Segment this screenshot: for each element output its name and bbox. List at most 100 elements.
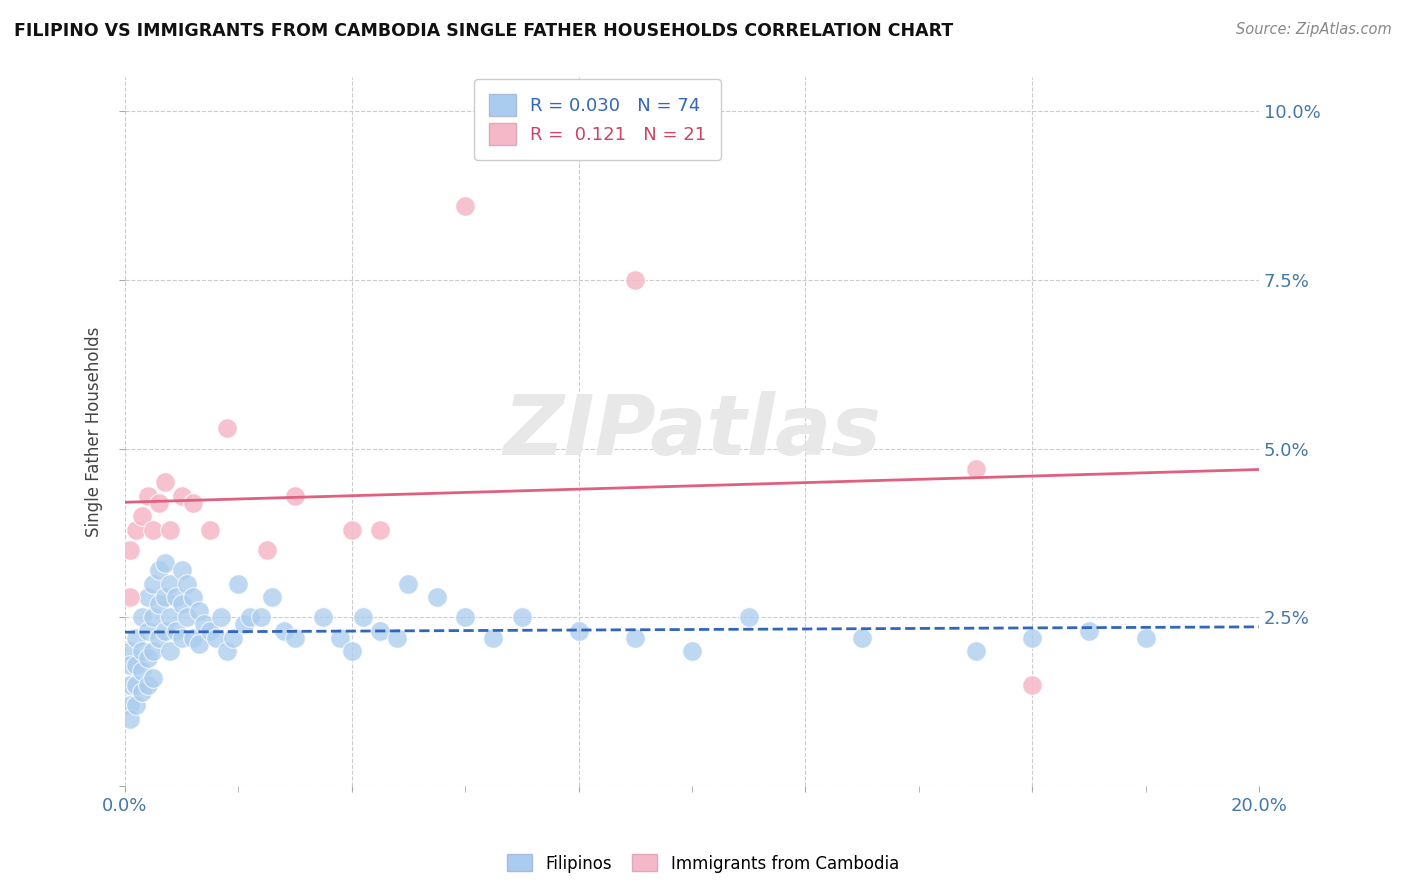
Point [221, 631, 243, 645]
Point [142, 644, 165, 658]
Point [165, 590, 187, 604]
Point [120, 698, 142, 713]
Point [232, 617, 254, 632]
Point [176, 610, 198, 624]
Point [193, 617, 215, 632]
Point [165, 624, 187, 638]
Point [567, 624, 589, 638]
Point [284, 489, 307, 503]
Point [170, 489, 193, 503]
Point [198, 523, 221, 537]
Point [1021, 631, 1043, 645]
Point [120, 542, 142, 557]
Point [120, 590, 142, 604]
Point [624, 273, 647, 287]
Point [340, 644, 363, 658]
Point [737, 610, 759, 624]
Point [142, 610, 165, 624]
Point [153, 557, 176, 571]
Point [170, 563, 193, 577]
Point [176, 576, 198, 591]
Text: FILIPINO VS IMMIGRANTS FROM CAMBODIA SINGLE FATHER HOUSEHOLDS CORRELATION CHART: FILIPINO VS IMMIGRANTS FROM CAMBODIA SIN… [14, 22, 953, 40]
Text: Source: ZipAtlas.com: Source: ZipAtlas.com [1236, 22, 1392, 37]
Point [1078, 624, 1101, 638]
Point [159, 576, 181, 591]
Point [125, 698, 148, 713]
Point [1135, 631, 1157, 645]
Point [368, 523, 391, 537]
Point [1021, 678, 1043, 692]
Point [851, 631, 873, 645]
Point [454, 199, 477, 213]
Point [482, 631, 505, 645]
Legend: Filipinos, Immigrants from Cambodia: Filipinos, Immigrants from Cambodia [501, 847, 905, 880]
Point [170, 597, 193, 611]
Point [131, 610, 153, 624]
Point [131, 644, 153, 658]
Point [187, 604, 209, 618]
Point [148, 563, 170, 577]
Point [170, 631, 193, 645]
Point [142, 523, 165, 537]
Point [153, 590, 176, 604]
Point [125, 657, 148, 672]
Point [329, 631, 352, 645]
Point [136, 489, 159, 503]
Point [120, 657, 142, 672]
Point [204, 631, 226, 645]
Point [120, 678, 142, 692]
Point [262, 590, 284, 604]
Point [239, 610, 262, 624]
Point [136, 651, 159, 665]
Point [426, 590, 449, 604]
Point [136, 678, 159, 692]
Point [136, 590, 159, 604]
Point [209, 610, 232, 624]
Point [396, 576, 419, 591]
Point [181, 590, 204, 604]
Point [153, 624, 176, 638]
Legend: R = 0.030   N = 74, R =  0.121   N = 21: R = 0.030 N = 74, R = 0.121 N = 21 [474, 79, 721, 160]
Point [148, 597, 170, 611]
Point [142, 671, 165, 685]
Point [187, 637, 209, 651]
Text: ZIPatlas: ZIPatlas [503, 392, 882, 472]
Point [120, 712, 142, 726]
Point [215, 644, 238, 658]
Point [159, 523, 181, 537]
Point [148, 631, 170, 645]
Point [131, 684, 153, 698]
Point [125, 631, 148, 645]
Point [125, 678, 148, 692]
Point [385, 631, 408, 645]
Point [215, 421, 238, 435]
Point [368, 624, 391, 638]
Point [256, 542, 278, 557]
Point [181, 631, 204, 645]
Point [250, 610, 273, 624]
Point [142, 576, 165, 591]
Point [198, 624, 221, 638]
Point [624, 631, 647, 645]
Point [153, 475, 176, 490]
Point [181, 496, 204, 510]
Point [681, 644, 703, 658]
Point [965, 644, 987, 658]
Point [131, 509, 153, 524]
Point [340, 523, 363, 537]
Point [454, 610, 477, 624]
Point [120, 644, 142, 658]
Point [352, 610, 374, 624]
Point [510, 610, 533, 624]
Point [312, 610, 335, 624]
Point [131, 665, 153, 679]
Point [965, 462, 987, 476]
Point [284, 631, 307, 645]
Point [159, 610, 181, 624]
Point [136, 624, 159, 638]
Point [125, 523, 148, 537]
Y-axis label: Single Father Households: Single Father Households [86, 326, 103, 537]
Point [226, 576, 249, 591]
Point [273, 624, 295, 638]
Point [148, 496, 170, 510]
